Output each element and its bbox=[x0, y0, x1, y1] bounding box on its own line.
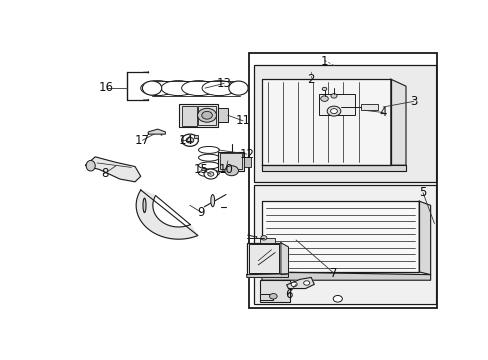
Circle shape bbox=[330, 109, 337, 114]
Circle shape bbox=[290, 282, 297, 287]
Circle shape bbox=[207, 172, 213, 176]
Circle shape bbox=[203, 169, 217, 179]
Bar bbox=[360, 104, 377, 110]
Bar bbox=[246, 243, 280, 275]
Polygon shape bbox=[85, 157, 141, 182]
Circle shape bbox=[181, 134, 198, 146]
Bar bbox=[178, 104, 218, 127]
Text: 8: 8 bbox=[101, 167, 108, 180]
Circle shape bbox=[186, 138, 193, 143]
Ellipse shape bbox=[198, 162, 219, 169]
Text: 16: 16 bbox=[99, 81, 114, 94]
Polygon shape bbox=[262, 201, 418, 272]
Polygon shape bbox=[418, 201, 430, 275]
Bar bbox=[248, 53, 437, 308]
Circle shape bbox=[326, 106, 340, 116]
Text: 10: 10 bbox=[218, 163, 233, 176]
Bar bbox=[248, 244, 279, 273]
Bar bbox=[254, 66, 434, 181]
Text: 12: 12 bbox=[239, 148, 254, 161]
Circle shape bbox=[202, 111, 212, 119]
Ellipse shape bbox=[198, 154, 219, 161]
Circle shape bbox=[322, 87, 326, 91]
Polygon shape bbox=[390, 79, 405, 165]
Bar bbox=[318, 94, 354, 115]
Bar bbox=[193, 135, 198, 138]
Ellipse shape bbox=[141, 81, 175, 96]
Circle shape bbox=[330, 94, 336, 98]
Bar bbox=[197, 106, 215, 125]
Bar bbox=[218, 108, 227, 122]
Text: 15: 15 bbox=[194, 163, 208, 176]
Text: 3: 3 bbox=[409, 95, 416, 108]
Circle shape bbox=[224, 166, 238, 176]
Text: 4: 4 bbox=[379, 106, 386, 119]
Bar bbox=[254, 66, 435, 182]
Text: 14: 14 bbox=[178, 134, 193, 147]
Text: 2: 2 bbox=[307, 73, 314, 86]
Circle shape bbox=[320, 96, 327, 102]
Bar bbox=[181, 105, 196, 126]
Ellipse shape bbox=[161, 81, 195, 96]
Text: 6: 6 bbox=[284, 288, 292, 301]
Text: 1: 1 bbox=[320, 55, 327, 68]
Ellipse shape bbox=[210, 194, 214, 207]
Polygon shape bbox=[262, 79, 390, 165]
Polygon shape bbox=[148, 129, 165, 134]
Bar bbox=[220, 153, 242, 169]
Text: 11: 11 bbox=[235, 114, 250, 127]
Polygon shape bbox=[262, 165, 405, 171]
Circle shape bbox=[260, 235, 266, 240]
Ellipse shape bbox=[198, 147, 219, 153]
Polygon shape bbox=[260, 294, 273, 300]
Circle shape bbox=[303, 281, 309, 285]
Bar bbox=[254, 185, 434, 303]
Text: 7: 7 bbox=[329, 267, 337, 280]
Bar bbox=[260, 280, 290, 302]
Ellipse shape bbox=[142, 198, 146, 212]
Circle shape bbox=[269, 293, 277, 299]
Ellipse shape bbox=[202, 81, 236, 96]
Ellipse shape bbox=[198, 170, 219, 177]
Ellipse shape bbox=[86, 161, 95, 171]
Polygon shape bbox=[280, 243, 288, 275]
Bar bbox=[260, 238, 275, 243]
Circle shape bbox=[197, 108, 216, 122]
Bar bbox=[244, 157, 250, 167]
Circle shape bbox=[332, 296, 342, 302]
Text: 5: 5 bbox=[419, 186, 426, 199]
Text: 17: 17 bbox=[135, 134, 150, 147]
Bar bbox=[218, 152, 244, 171]
Polygon shape bbox=[246, 274, 288, 278]
Text: 13: 13 bbox=[216, 77, 231, 90]
Circle shape bbox=[228, 81, 247, 95]
Text: 9: 9 bbox=[197, 206, 204, 219]
Bar bbox=[254, 185, 435, 304]
Polygon shape bbox=[136, 190, 198, 239]
Ellipse shape bbox=[181, 81, 215, 96]
Polygon shape bbox=[286, 278, 314, 288]
Circle shape bbox=[142, 81, 162, 95]
Polygon shape bbox=[262, 272, 430, 280]
